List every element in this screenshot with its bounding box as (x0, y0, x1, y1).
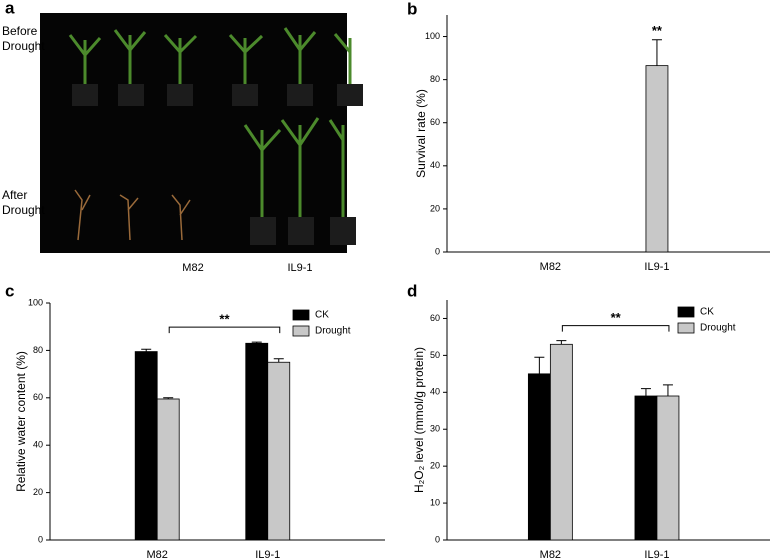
y-axis-label: Relative water content (%) (14, 351, 28, 492)
y-tick-label: 0 (435, 246, 440, 256)
plants (68, 27, 352, 218)
y-tick-label: 80 (430, 74, 440, 84)
y-tick-label: 40 (430, 387, 440, 397)
legend-label: Drought (700, 323, 736, 334)
legend-swatch (677, 306, 695, 318)
bar (656, 395, 680, 541)
significance-bracket (561, 325, 670, 332)
x-tick-label: IL9-1 (644, 261, 669, 273)
bar (645, 65, 669, 253)
pots (72, 84, 363, 245)
legend-swatch (292, 325, 310, 337)
panel-label: a (5, 0, 15, 17)
bar (527, 373, 551, 541)
y-tick-label: 0 (435, 534, 440, 544)
legend-swatch (292, 309, 310, 321)
error-bar (662, 384, 673, 396)
annotation: ** (219, 312, 230, 327)
row-label: After Drought (2, 188, 45, 217)
bar (156, 398, 180, 541)
error-bar (273, 358, 284, 363)
y-tick-label: 10 (430, 497, 440, 507)
x-tick-label: IL9-1 (644, 549, 669, 560)
y-tick-label: 50 (430, 350, 440, 360)
significance-bracket (168, 326, 281, 334)
x-tick-label: M82 (540, 261, 561, 273)
y-axis-label: Survival rate (%) (414, 89, 428, 178)
y-tick-label: 20 (430, 461, 440, 471)
column-label: IL9-1 (287, 262, 312, 274)
bar (134, 351, 158, 541)
y-tick-label: 60 (430, 313, 440, 323)
error-bar (640, 388, 651, 396)
legend-label: CK (315, 310, 329, 321)
bar (549, 343, 573, 541)
legend-swatch (677, 322, 695, 334)
panel-label: c (5, 281, 14, 300)
y-tick-label: 100 (28, 297, 43, 307)
y-tick-label: 80 (33, 345, 43, 355)
annotation: ** (652, 23, 663, 38)
error-bar (651, 39, 662, 66)
y-tick-label: 20 (33, 487, 43, 497)
x-tick-label: IL9-1 (255, 549, 280, 560)
y-tick-label: 60 (33, 392, 43, 402)
y-tick-label: 100 (425, 31, 440, 41)
bar (267, 361, 291, 541)
y-tick-label: 0 (38, 534, 43, 544)
panel-label: b (407, 0, 417, 18)
y-tick-label: 60 (430, 117, 440, 127)
row-label: Before Drought (2, 24, 45, 53)
bar (634, 395, 658, 541)
error-bar (163, 397, 174, 399)
error-bar (534, 356, 545, 374)
y-tick-label: 40 (430, 160, 440, 170)
x-tick-label: M82 (146, 549, 167, 560)
annotation: ** (611, 310, 622, 325)
dead-plants (74, 189, 191, 241)
y-tick-label: 30 (430, 424, 440, 434)
y-tick-label: 40 (33, 440, 43, 450)
panel-label: d (407, 281, 417, 300)
y-tick-label: 20 (430, 203, 440, 213)
legend-label: CK (700, 307, 714, 318)
error-bar (556, 340, 567, 345)
error-bar (251, 341, 262, 344)
x-tick-label: M82 (540, 549, 561, 560)
column-label: M82 (182, 262, 203, 274)
photo (40, 13, 347, 253)
legend-label: Drought (315, 326, 351, 337)
error-bar (141, 348, 152, 352)
y-axis-label: H₂O₂ level (mmol/g protein) (412, 347, 426, 493)
bar (245, 342, 269, 541)
